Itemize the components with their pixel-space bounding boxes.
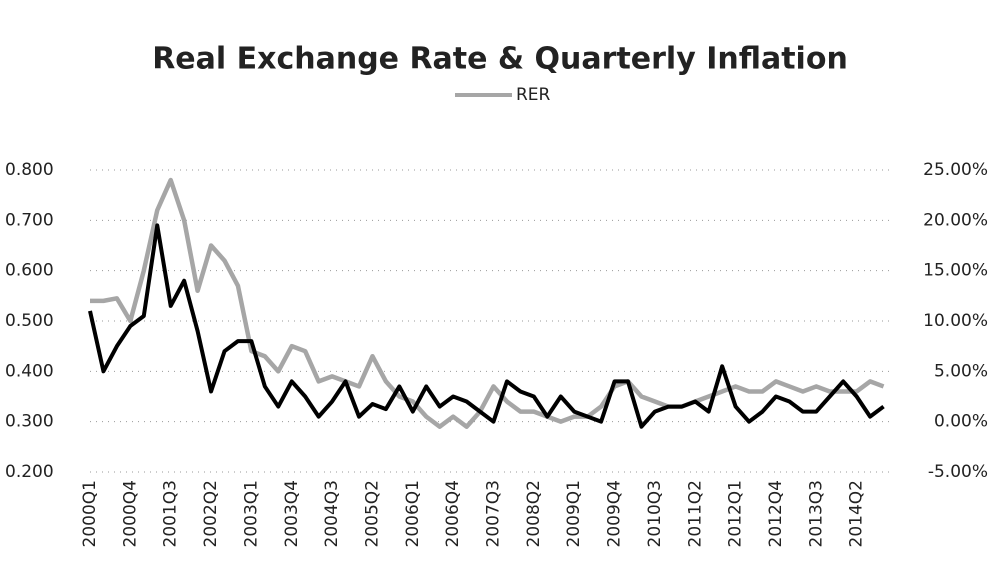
y2-tick-label: -5.00%: [928, 462, 988, 482]
x-tick-label: 2000Q4: [120, 480, 140, 547]
legend-label: RER: [516, 85, 551, 105]
x-tick-label: 2014Q2: [847, 480, 867, 547]
x-tick-label: 2013Q3: [806, 480, 826, 547]
x-tick-label: 2012Q1: [726, 480, 746, 547]
y-tick-label: 0.300: [5, 412, 54, 432]
y2-tick-label: 0.00%: [934, 412, 988, 432]
y-tick-label: 0.600: [5, 261, 54, 281]
x-tick-label: 2008Q2: [524, 480, 544, 547]
y-tick-label: 0.400: [5, 361, 54, 381]
x-tick-label: 2012Q4: [766, 480, 786, 547]
y2-tick-label: 15.00%: [923, 261, 988, 281]
x-tick-label: 2000Q1: [80, 480, 100, 547]
y-tick-label: 0.800: [5, 160, 54, 180]
x-tick-label: 2003Q1: [241, 480, 261, 547]
x-tick-label: 2004Q3: [322, 480, 342, 547]
x-tick-label: 2001Q3: [161, 480, 181, 547]
x-tick-label: 2009Q1: [564, 480, 584, 547]
x-tick-label: 2011Q2: [685, 480, 705, 547]
x-tick-label: 2010Q3: [645, 480, 665, 547]
x-tick-label: 2002Q2: [201, 480, 221, 547]
x-tick-label: 2009Q4: [605, 480, 625, 547]
x-tick-label: 2006Q4: [443, 480, 463, 547]
y2-tick-label: 20.00%: [923, 210, 988, 230]
y-tick-label: 0.200: [5, 462, 54, 482]
x-tick-label: 2003Q4: [282, 480, 302, 547]
x-tick-label: 2007Q3: [484, 480, 504, 547]
series-line: [90, 177, 885, 429]
y-tick-label: 0.700: [5, 210, 54, 230]
y2-tick-label: 5.00%: [934, 361, 988, 381]
x-tick-label: 2006Q1: [403, 480, 423, 547]
y-tick-label: 0.500: [5, 311, 54, 331]
y2-tick-label: 10.00%: [923, 311, 988, 331]
x-tick-label: 2005Q2: [362, 480, 382, 547]
y2-tick-label: 25.00%: [923, 160, 988, 180]
series-line: [88, 223, 885, 429]
chart-title: Real Exchange Rate & Quarterly Inflation: [152, 42, 848, 77]
